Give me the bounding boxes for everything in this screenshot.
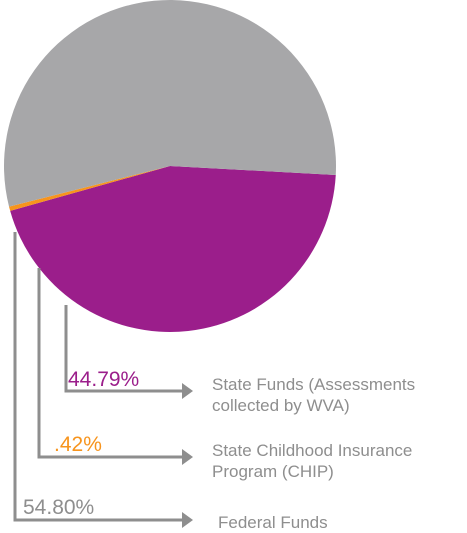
category-label-federal-funds: Federal Funds (218, 513, 328, 532)
arrowhead-icon (182, 383, 193, 399)
leader-chip (37, 268, 193, 465)
leader-federal (13, 232, 193, 528)
category-label-chip: State Childhood Insurance Program (CHIP) (212, 441, 412, 481)
value-label-chip: .42% (54, 433, 102, 456)
value-label-state-funds: 44.79% (68, 368, 139, 391)
arrowhead-icon (182, 449, 193, 465)
leader-state-funds (64, 305, 193, 399)
slice-federal-funds (4, 0, 337, 207)
slice-chip (9, 166, 171, 211)
category-label-state-funds: State Funds (Assessments collected by WVA… (212, 375, 415, 415)
value-label-federal-funds: 54.80% (23, 496, 94, 519)
slice-state-funds (10, 166, 336, 333)
arrowhead-icon (182, 512, 193, 528)
